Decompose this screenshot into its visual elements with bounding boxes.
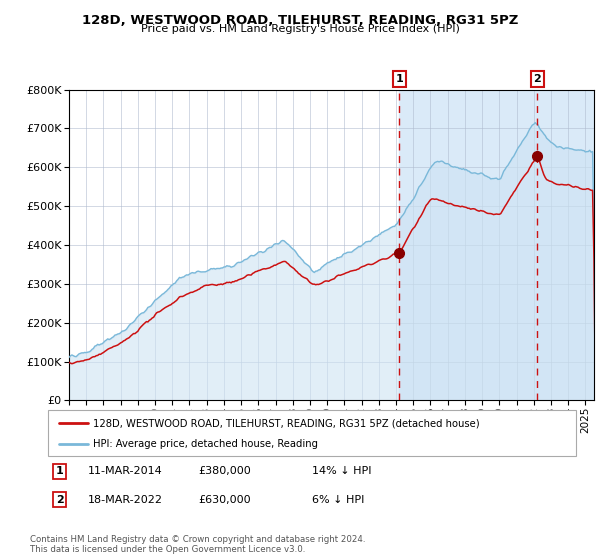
Text: 14% ↓ HPI: 14% ↓ HPI	[312, 466, 371, 476]
FancyBboxPatch shape	[48, 410, 576, 456]
Text: Contains HM Land Registry data © Crown copyright and database right 2024.
This d: Contains HM Land Registry data © Crown c…	[30, 535, 365, 554]
Text: HPI: Average price, detached house, Reading: HPI: Average price, detached house, Read…	[93, 438, 318, 449]
Bar	[400, 90, 594, 400]
Text: Price paid vs. HM Land Registry's House Price Index (HPI): Price paid vs. HM Land Registry's House …	[140, 24, 460, 34]
Text: 128D, WESTWOOD ROAD, TILEHURST, READING, RG31 5PZ (detached house): 128D, WESTWOOD ROAD, TILEHURST, READING,…	[93, 418, 479, 428]
Text: 18-MAR-2022: 18-MAR-2022	[88, 494, 163, 505]
Text: 1: 1	[56, 466, 64, 476]
Text: 2: 2	[533, 74, 541, 84]
Text: £630,000: £630,000	[199, 494, 251, 505]
Text: 1: 1	[395, 74, 403, 84]
Text: 11-MAR-2014: 11-MAR-2014	[88, 466, 163, 476]
Text: 128D, WESTWOOD ROAD, TILEHURST, READING, RG31 5PZ: 128D, WESTWOOD ROAD, TILEHURST, READING,…	[82, 14, 518, 27]
Text: £380,000: £380,000	[199, 466, 251, 476]
Text: 2: 2	[56, 494, 64, 505]
Text: 6% ↓ HPI: 6% ↓ HPI	[312, 494, 364, 505]
